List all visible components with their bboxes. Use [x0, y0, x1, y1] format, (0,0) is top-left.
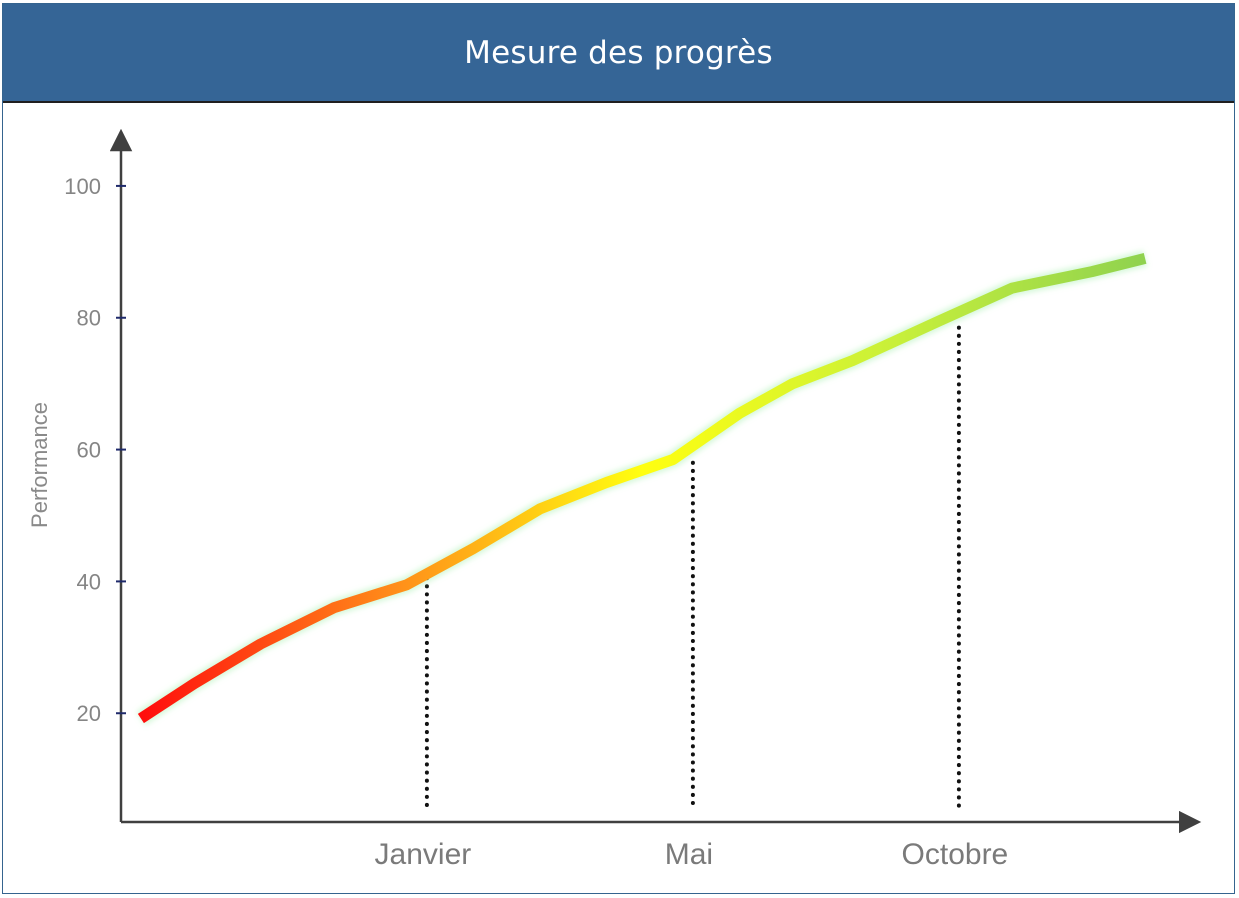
x-category-label: Janvier	[375, 838, 472, 871]
title-banner: Mesure des progrès	[3, 4, 1234, 103]
y-axis-title: Performance	[27, 402, 52, 528]
y-tick-label: 100	[64, 174, 101, 199]
y-tick-label: 80	[77, 306, 101, 331]
axes	[109, 128, 1202, 834]
chart-frame: Mesure des progrès	[2, 3, 1235, 894]
series-line-path	[137, 253, 1147, 724]
series-line	[136, 250, 1148, 726]
x-category-label: Mai	[665, 838, 713, 871]
series-line-glow	[136, 250, 1148, 726]
x-category-label: Octobre	[902, 838, 1009, 871]
y-tick-label: 60	[77, 438, 101, 463]
y-tick-label: 40	[77, 569, 101, 594]
y-ticks: 20 40 60 80 100	[64, 174, 126, 726]
chart-title: Mesure des progrès	[464, 34, 773, 71]
y-tick-label: 20	[77, 701, 101, 726]
month-markers: Janvier Mai Octobre	[375, 325, 1009, 871]
